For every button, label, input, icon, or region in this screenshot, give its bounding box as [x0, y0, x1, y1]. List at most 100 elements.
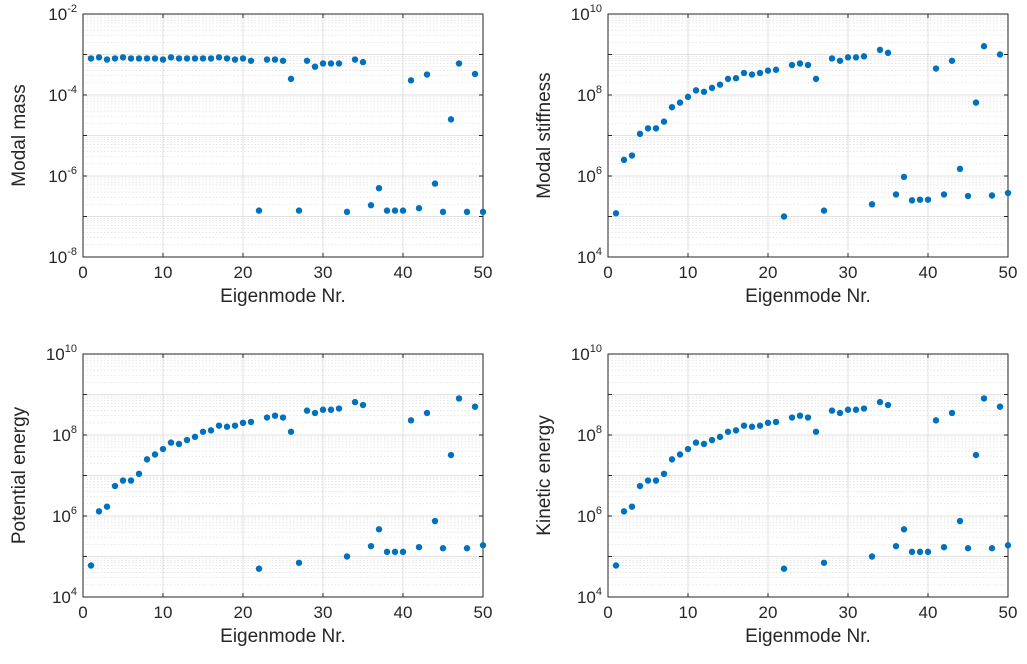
data-point — [828, 407, 836, 414]
chart-panel-3: 0 10 20 30 40 50 104 106 108 1010 Eigenmode Nr. Pot… — [9, 343, 492, 647]
data-point — [836, 409, 844, 417]
data-point — [215, 54, 223, 61]
data-point — [159, 56, 167, 63]
data-point — [884, 49, 892, 57]
data-point — [311, 63, 319, 70]
y-tick-label: 10-8 — [48, 246, 77, 267]
data-point — [359, 401, 367, 409]
data-point — [87, 55, 95, 62]
data-point — [359, 58, 367, 66]
data-point — [860, 405, 868, 412]
data-point — [415, 543, 423, 551]
data-point — [295, 207, 303, 214]
data-point — [876, 46, 884, 54]
data-point — [988, 192, 996, 199]
data-point — [431, 180, 439, 187]
data-point — [924, 196, 932, 203]
data-point — [455, 60, 463, 67]
data-point — [772, 66, 780, 73]
data-point — [135, 470, 143, 478]
data-point — [279, 57, 287, 64]
data-point — [620, 156, 628, 164]
data-point — [764, 419, 772, 427]
x-tick-label: 20 — [759, 603, 778, 622]
data-point — [1004, 542, 1012, 549]
data-point — [980, 43, 988, 50]
data-point — [335, 405, 343, 412]
data-point — [215, 422, 223, 429]
data-point — [415, 205, 423, 212]
data-point — [295, 559, 303, 566]
data-point — [231, 56, 239, 63]
data-point — [844, 406, 852, 413]
data-point — [175, 55, 183, 62]
data-point — [908, 548, 916, 556]
y-tick-label: 10-4 — [48, 84, 77, 105]
y-tick-label: 108 — [52, 424, 77, 445]
data-point — [948, 409, 956, 417]
data-point — [764, 67, 772, 74]
chart-panel-4: 0 10 20 30 40 50 104 106 108 1010 Eigenmode Nr. Kin… — [534, 343, 1017, 647]
data-point — [407, 417, 415, 424]
data-point — [455, 395, 463, 402]
data-point — [255, 207, 263, 214]
y-tick-label: 1010 — [46, 343, 77, 364]
data-point — [1004, 189, 1012, 197]
data-point — [740, 69, 748, 77]
y-tick-label: 1010 — [571, 3, 602, 24]
y-tick-label: 108 — [577, 84, 602, 105]
data-point — [948, 57, 956, 64]
x-tick-label: 50 — [999, 263, 1018, 282]
x-tick-label: 50 — [474, 603, 493, 622]
data-point — [247, 57, 255, 64]
data-point — [668, 103, 676, 111]
data-point — [327, 60, 335, 67]
data-point — [271, 412, 279, 419]
data-point — [111, 55, 119, 62]
data-point — [383, 207, 391, 214]
data-point — [151, 55, 159, 62]
data-point — [319, 60, 327, 67]
data-point — [692, 439, 700, 446]
data-point — [223, 55, 231, 62]
data-point — [908, 197, 916, 204]
data-point — [932, 65, 940, 72]
data-point — [796, 60, 804, 67]
data-point — [852, 406, 860, 413]
x-axis-label: Eigenmode Nr. — [745, 286, 871, 307]
data-point — [644, 125, 652, 132]
x-tick-label: 40 — [919, 263, 938, 282]
y-axis-label: Kinetic energy — [534, 415, 555, 536]
data-point — [876, 398, 884, 406]
data-point — [788, 414, 796, 421]
y-tick-label: 108 — [577, 424, 602, 445]
data-point — [143, 456, 151, 463]
data-point — [151, 451, 159, 458]
data-point — [87, 562, 95, 569]
x-tick-label: 30 — [314, 263, 333, 282]
data-point — [772, 418, 780, 426]
y-tick-label: 106 — [52, 505, 77, 526]
data-point — [988, 545, 996, 552]
data-point — [407, 77, 415, 84]
data-point — [724, 428, 732, 435]
data-point — [311, 409, 319, 417]
data-point — [95, 54, 103, 61]
data-point — [199, 55, 207, 62]
data-point — [828, 55, 836, 62]
x-tick-label: 30 — [839, 603, 858, 622]
data-point — [399, 207, 407, 214]
data-point — [471, 403, 479, 410]
x-tick-label: 0 — [603, 263, 612, 282]
data-point — [167, 54, 175, 61]
data-point — [804, 414, 812, 421]
data-point — [796, 412, 804, 419]
data-point — [716, 433, 724, 441]
data-point — [287, 75, 295, 83]
chart-panel-2: 0 10 20 30 40 50 104 106 108 1010 Eigenmode Nr. Mod… — [534, 3, 1017, 307]
y-tick-label: 104 — [577, 246, 602, 267]
data-point — [820, 559, 828, 566]
data-point — [463, 208, 471, 216]
data-point — [327, 406, 335, 413]
x-tick-label: 0 — [78, 263, 87, 282]
